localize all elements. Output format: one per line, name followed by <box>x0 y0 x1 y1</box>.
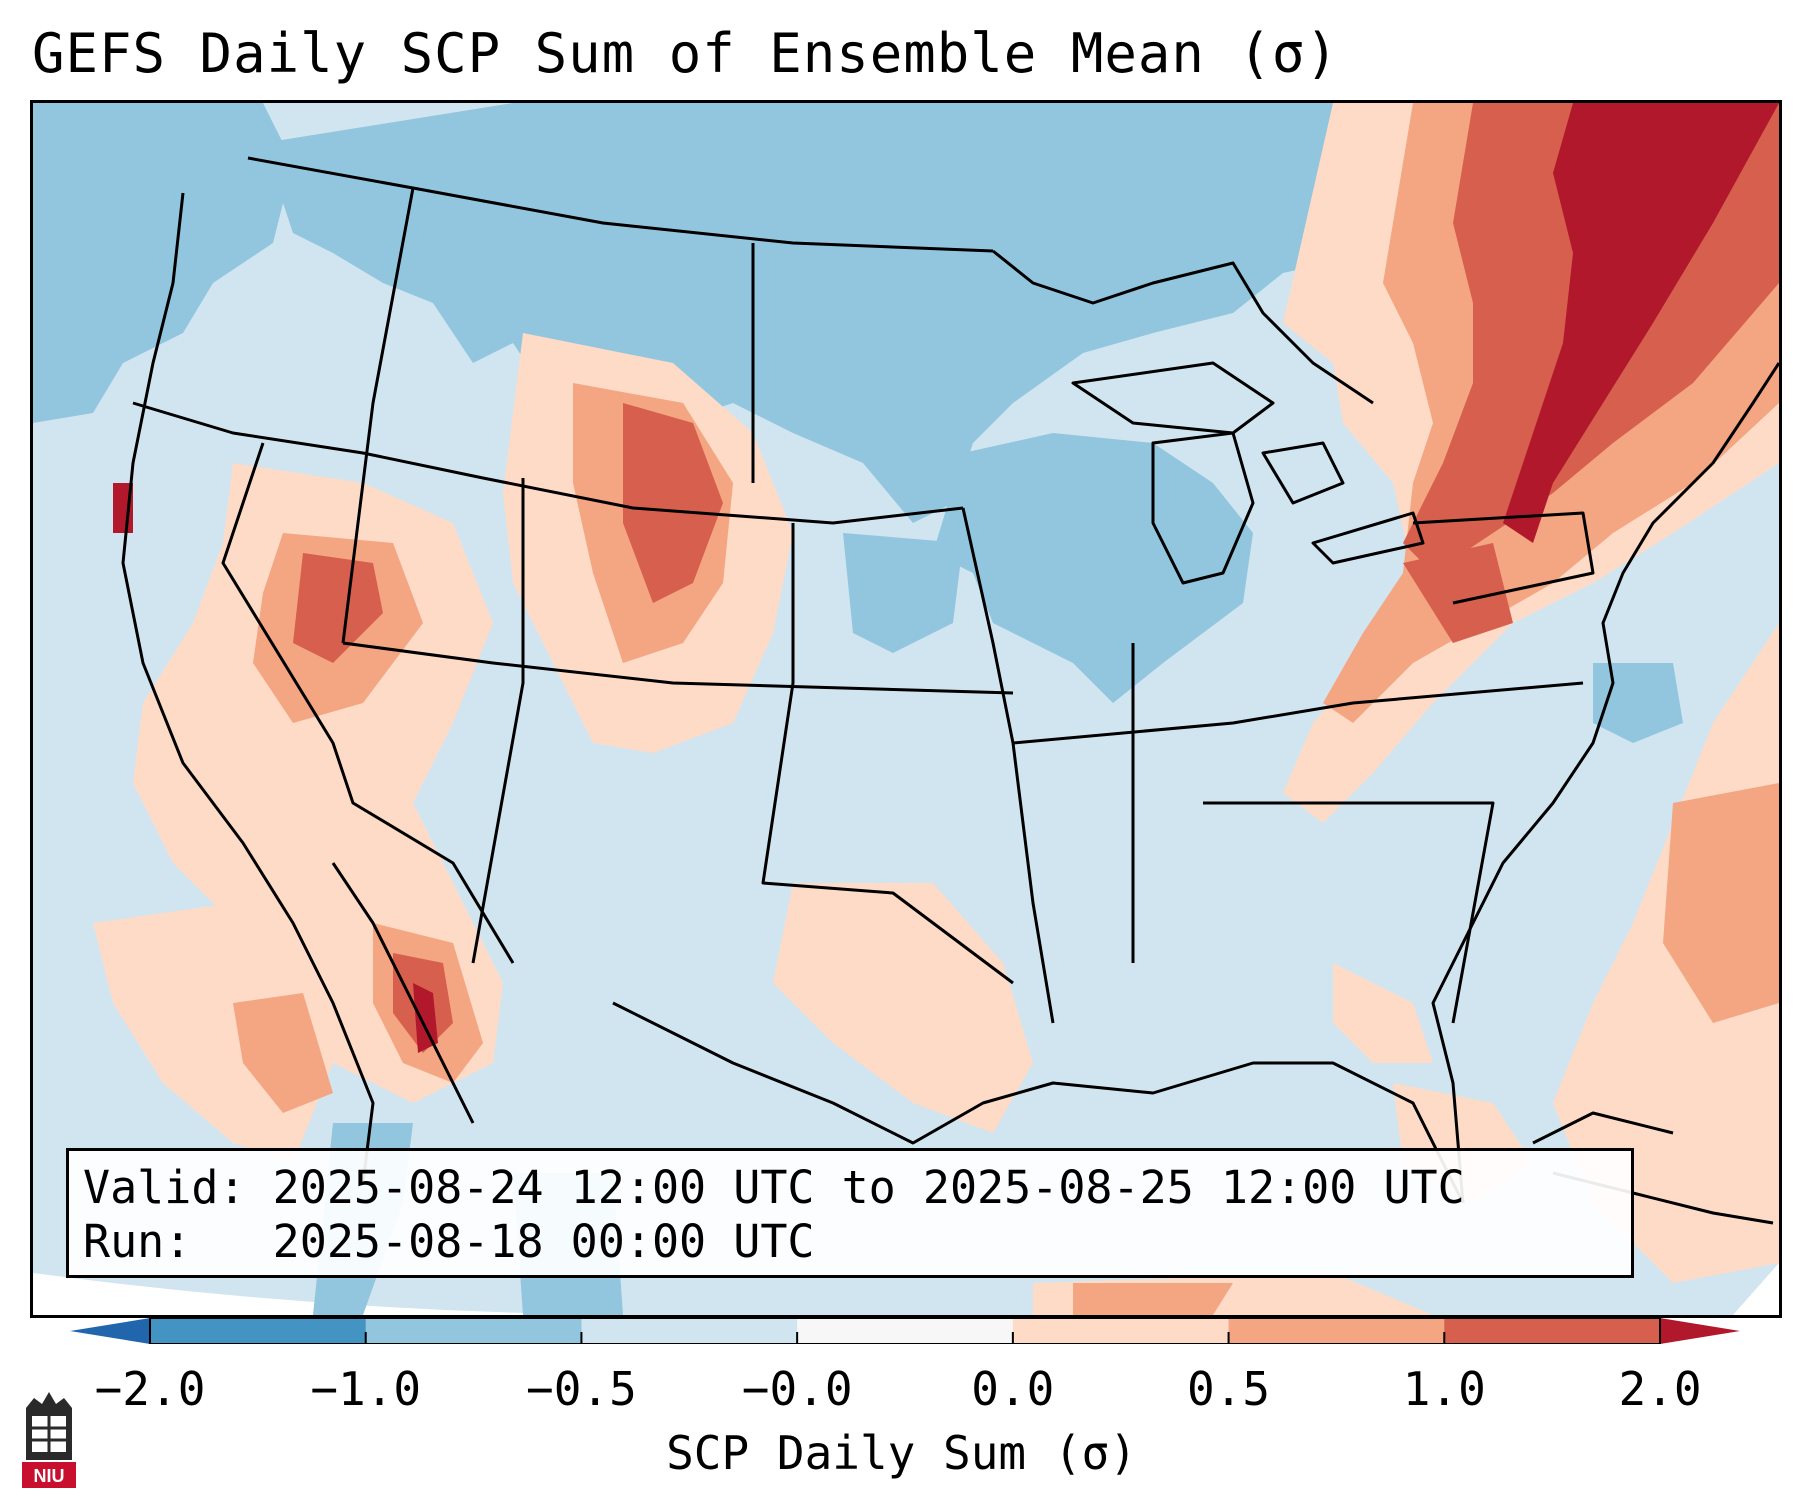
run-line: Run: 2025-08-18 00:00 UTC <box>83 1215 1617 1269</box>
map-canvas <box>33 103 1779 1315</box>
nebraska-low <box>843 533 963 653</box>
atlantic-medium <box>1663 783 1779 1023</box>
colorbar-bin <box>1228 1318 1445 1344</box>
northern-plains-low <box>263 103 1403 523</box>
valid-label: Valid: <box>83 1161 246 1214</box>
colorbar-tick-label: −1.0 <box>310 1362 422 1416</box>
colorbar-tick-label: 1.0 <box>1402 1362 1486 1416</box>
pacific-northwest-low <box>33 103 293 423</box>
great-lakes-border <box>992 249 1374 405</box>
colorbar-bins <box>150 1318 1661 1344</box>
kansas-oklahoma-line <box>761 523 1014 985</box>
over-range-regions <box>113 103 1779 1053</box>
logo-text: NIU <box>34 1466 65 1486</box>
colorbar-outline <box>149 1318 1661 1344</box>
upper-midwest-low <box>933 433 1253 703</box>
colorbar-tick-label: −0.5 <box>526 1362 637 1416</box>
colorbar <box>70 1318 1740 1344</box>
valid-run-info-box: Valid: 2025-08-24 12:00 UTC to 2025-08-2… <box>66 1148 1634 1278</box>
lake-erie <box>1311 511 1425 565</box>
wyoming-dark <box>623 403 723 603</box>
colorbar-tick-label: −2.0 <box>94 1362 206 1416</box>
texas-high <box>773 883 1033 1133</box>
logo-band <box>22 1462 76 1488</box>
political-boundaries <box>132 156 1595 1024</box>
utah-colorado-line <box>471 478 525 964</box>
caribbean-medium <box>1073 1283 1233 1315</box>
georgia-carolina-line <box>1203 801 1495 1024</box>
atlantic-low <box>1593 663 1683 743</box>
gulf-stream-high <box>1333 963 1433 1063</box>
colorbar-bin <box>150 1318 367 1344</box>
bahamas-coast <box>1532 1111 1674 1145</box>
valid-line: Valid: 2025-08-24 12:00 UTC to 2025-08-2… <box>83 1161 1617 1215</box>
coastlines <box>121 192 1779 1225</box>
colorbar-bin <box>1444 1318 1661 1344</box>
colorbar-bin <box>1012 1318 1230 1344</box>
west-coast <box>121 192 375 1184</box>
pennsylvania-dark <box>1403 543 1513 643</box>
new-england-extreme <box>1503 103 1779 543</box>
niu-logo: NIU <box>22 1392 76 1488</box>
atlantic-coast <box>1431 362 1779 1204</box>
run-label: Run: <box>83 1215 192 1268</box>
colorbar-tick-label: 2.0 <box>1618 1362 1702 1416</box>
colorbar-tick-label: 0.0 <box>971 1362 1055 1416</box>
lake-superior <box>1071 361 1275 435</box>
colorbar-bin <box>797 1318 1014 1344</box>
colorbar-tick-label: −0.0 <box>741 1362 853 1416</box>
colorbar-ticks <box>149 1332 1661 1344</box>
idaho-border <box>341 187 415 644</box>
colorbar-under-triangle <box>70 1318 150 1344</box>
baja-medium <box>233 993 333 1113</box>
colorbar-bin <box>365 1318 582 1344</box>
tennessee-line <box>1012 681 1584 745</box>
colorbar-bin <box>581 1318 798 1344</box>
central-line <box>342 641 1014 695</box>
pennsylvania-outline <box>1412 511 1595 605</box>
run-value: 2025-08-18 00:00 UTC <box>272 1215 815 1268</box>
gulf-of-california-coast <box>331 862 475 1124</box>
gulf-coast <box>612 1001 1465 1204</box>
colorbar-tick-label: 0.5 <box>1187 1362 1271 1416</box>
arizona-extreme <box>413 983 438 1053</box>
domain-edge <box>33 1273 633 1315</box>
colorbar-over-triangle <box>1660 1318 1740 1344</box>
us-canada-border <box>247 156 994 253</box>
chart-title: GEFS Daily SCP Sum of Ensemble Mean (σ) <box>32 22 1339 85</box>
northern-tier-line <box>132 401 964 525</box>
nevada-dark <box>293 553 383 663</box>
lake-huron <box>1261 441 1345 505</box>
domain-edge <box>1733 1263 1779 1315</box>
map-panel <box>30 100 1782 1318</box>
nevada-california-border <box>221 442 515 964</box>
colorbar-label: SCP Daily Sum (σ) <box>666 1426 1137 1480</box>
valid-value: 2025-08-24 12:00 UTC to 2025-08-25 12:00… <box>272 1161 1465 1214</box>
